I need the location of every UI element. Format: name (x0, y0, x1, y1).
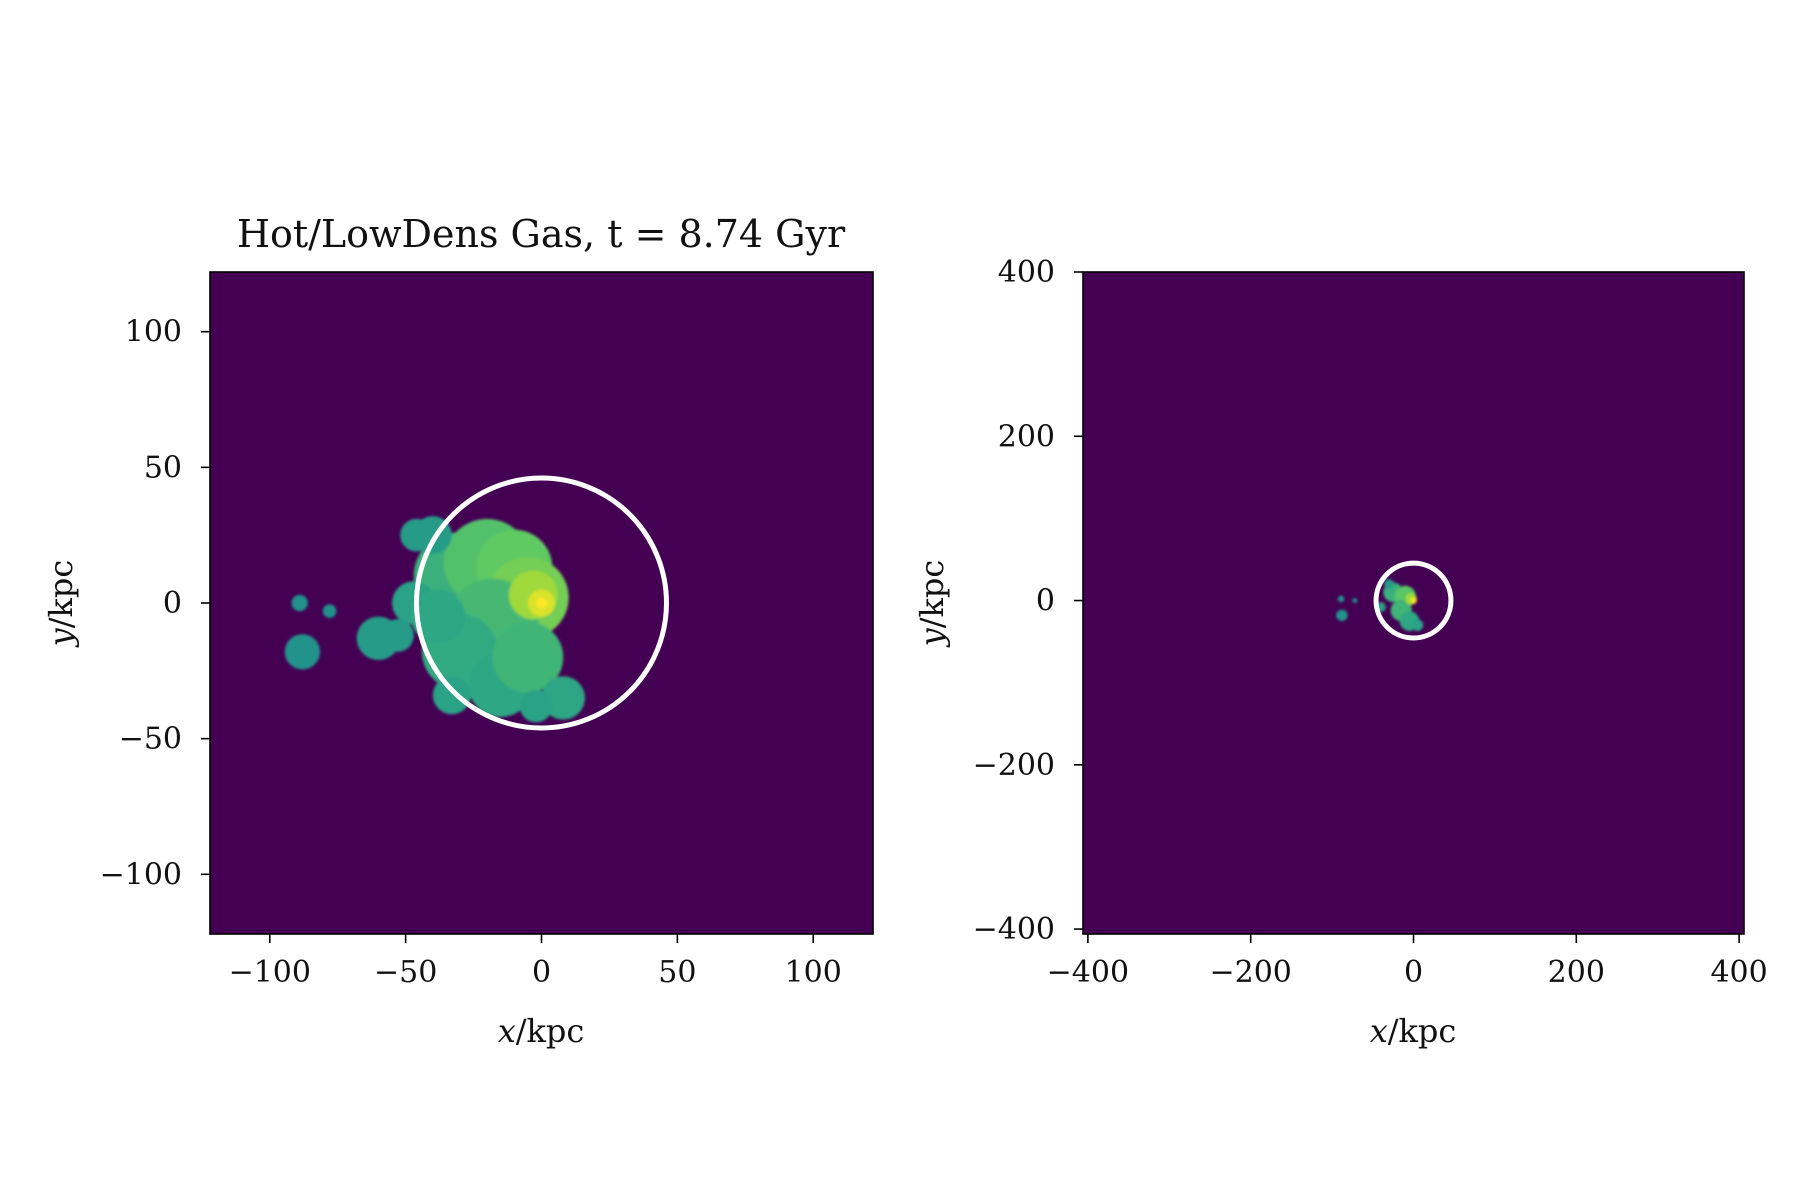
density-blob (1410, 597, 1417, 604)
x-tick-label: 0 (532, 955, 551, 990)
density-blob (1352, 598, 1358, 603)
y-axis-unit: /kpc (913, 560, 951, 629)
density-blob (284, 634, 321, 670)
y-tick-label: −200 (973, 748, 1055, 783)
x-ticks: −100 −50 0 50 100 (229, 934, 842, 990)
y-tick-label: 400 (998, 255, 1055, 290)
panel-left: Hot/LowDens Gas, t = 8.74 Gyr −100 −50 0 50… (42, 212, 874, 1050)
x-tick-label: 50 (658, 955, 696, 990)
y-tick-label: −50 (119, 722, 182, 757)
x-axis-var: x (1370, 1012, 1388, 1050)
chart-title: Hot/LowDens Gas, t = 8.74 Gyr (237, 212, 846, 256)
x-tick-label: 400 (1710, 955, 1767, 990)
x-tick-label: 200 (1548, 955, 1605, 990)
density-blob (322, 604, 337, 618)
y-tick-label: 0 (1036, 584, 1055, 619)
density-blob (1411, 619, 1424, 631)
y-axis-var: y (42, 627, 80, 648)
y-axis-unit: /kpc (42, 560, 80, 629)
x-axis-unit: /kpc (1388, 1012, 1457, 1050)
density-blob (400, 518, 433, 552)
density-blob (541, 676, 585, 720)
density-blob (411, 589, 466, 644)
density-blob (1337, 595, 1345, 603)
x-tick-label: −100 (229, 955, 311, 990)
x-tick-label: −200 (1209, 955, 1291, 990)
x-tick-label: 100 (785, 955, 842, 990)
x-axis-var: x (498, 1012, 516, 1050)
y-tick-label: −400 (973, 912, 1055, 947)
virial-radius-circle (1373, 560, 1454, 641)
x-axis-label: x/kpc (1370, 1012, 1457, 1050)
x-axis-label: x/kpc (498, 1012, 585, 1050)
y-tick-label: 50 (144, 450, 182, 485)
y-ticks: −400 −200 0 200 400 (973, 255, 1083, 947)
density-map (1336, 579, 1424, 631)
density-blob (291, 594, 308, 612)
y-axis-label: y/kpc (913, 560, 951, 649)
x-tick-label: 0 (1404, 955, 1423, 990)
x-ticks: −400 −200 0 200 400 (1047, 934, 1768, 990)
y-axis-label: y/kpc (42, 560, 80, 649)
density-blob (432, 676, 471, 715)
y-tick-label: 100 (125, 315, 182, 350)
y-axis-var: y (913, 627, 951, 648)
y-tick-label: 200 (998, 419, 1055, 454)
x-tick-label: −400 (1047, 955, 1129, 990)
y-tick-label: 0 (163, 586, 182, 621)
density-blob (536, 597, 547, 609)
density-blob (1336, 609, 1348, 622)
y-ticks: −100 −50 0 50 100 (100, 315, 210, 892)
x-tick-label: −50 (374, 955, 437, 990)
y-tick-label: −100 (100, 857, 182, 892)
density-map (284, 516, 585, 723)
density-blob (492, 621, 564, 693)
x-axis-unit: /kpc (516, 1012, 585, 1050)
density-blob (1384, 579, 1394, 590)
virial-radius-circle (414, 475, 669, 731)
density-blob (381, 619, 414, 652)
density-blob (519, 689, 553, 723)
